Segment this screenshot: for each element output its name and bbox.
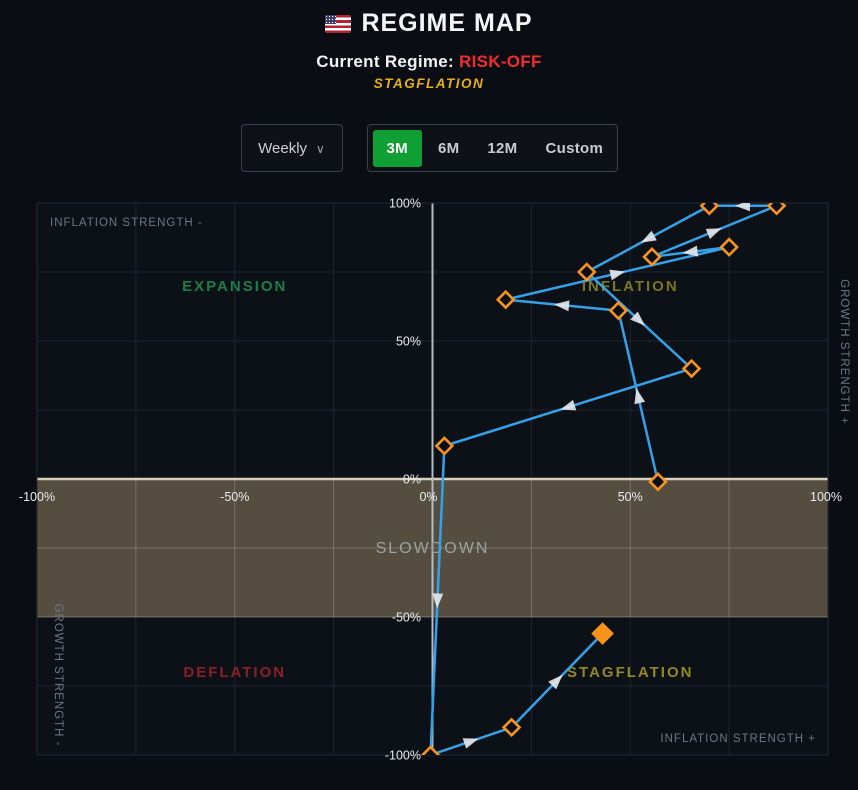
week-point-marker <box>576 262 597 282</box>
week-point-marker <box>434 436 455 456</box>
y-tick--100%: -100% <box>385 749 421 763</box>
direction-arrow-icon <box>548 674 563 690</box>
direction-arrow-icon <box>630 311 646 326</box>
range-button-6m[interactable]: 6M <box>426 130 471 167</box>
quadrant-label-expansion: EXPANSION <box>182 278 287 295</box>
range-button-group: 3M 6M 12M Custom <box>366 124 618 172</box>
week-point-marker <box>642 247 662 267</box>
frequency-dropdown[interactable]: Weekly ∨ <box>240 124 343 172</box>
us-flag-icon <box>325 14 352 33</box>
page-title: REGIME MAP <box>0 9 858 38</box>
week-point-marker <box>608 300 629 321</box>
direction-arrow-icon <box>609 269 626 281</box>
direction-arrow-icon <box>554 300 570 312</box>
current-regime-line: Current Regime: RISK-OFF <box>0 52 858 72</box>
range-button-custom[interactable]: Custom <box>533 130 615 167</box>
band-label-slowdown: SLOWDOWN <box>376 540 490 557</box>
x-tick-0%: 0% <box>419 490 437 504</box>
direction-arrow-icon <box>462 738 479 749</box>
quadrant-label-deflation: DEFLATION <box>183 664 286 681</box>
week-point-marker <box>719 237 739 257</box>
sub-regime-label: STAGFLATION <box>373 76 485 91</box>
axis-label-top-left: INFLATION STRENGTH - <box>50 217 203 229</box>
axis-label-right-top: GROWTH STRENGTH + <box>838 279 850 425</box>
x-tick-100%: 100% <box>810 490 842 504</box>
week-point-marker <box>501 717 522 738</box>
week-point-marker <box>648 472 668 492</box>
axis-label-bottom-right: INFLATION STRENGTH + <box>660 733 816 745</box>
direction-arrow-icon <box>432 593 444 609</box>
direction-arrow-icon <box>634 388 646 405</box>
week-point-marker <box>420 745 441 755</box>
y-tick-50%: 50% <box>396 335 421 349</box>
quadrant-label-stagflation: STAGFLATION <box>567 664 693 681</box>
x-tick--100%: -100% <box>19 490 55 504</box>
x-tick-50%: 50% <box>618 490 643 504</box>
header: REGIME MAP Current Regime: RISK-OFF STAG… <box>0 0 858 91</box>
week-point-marker <box>766 203 787 216</box>
direction-arrow-icon <box>705 228 722 240</box>
trajectory-series <box>420 203 787 755</box>
direction-arrow-icon <box>560 399 577 411</box>
controls-bar: Weekly ∨ 3M 6M 12M Custom <box>0 124 858 172</box>
y-tick-0%: 0% <box>403 473 421 487</box>
direction-arrow-icon <box>641 230 657 243</box>
y-tick--50%: -50% <box>392 611 421 625</box>
current-regime-value: RISK-OFF <box>459 52 542 71</box>
frequency-dropdown-value: Weekly <box>258 139 308 157</box>
chevron-down-icon: ∨ <box>316 142 325 156</box>
week-point-marker <box>681 358 702 379</box>
week-point-marker <box>495 289 516 310</box>
direction-arrow-icon <box>682 245 699 257</box>
range-button-3m[interactable]: 3M <box>372 129 422 167</box>
week-point-marker <box>699 203 720 216</box>
range-button-12m[interactable]: 12M <box>475 130 529 167</box>
direction-arrow-icon <box>734 203 750 212</box>
axis-label-left-bottom: GROWTH STRENGTH - <box>52 604 64 747</box>
x-tick--50%: -50% <box>220 490 249 504</box>
current-regime-label: Current Regime: <box>316 52 454 71</box>
app-title-text: REGIME MAP <box>361 9 533 37</box>
y-tick-100%: 100% <box>389 197 421 211</box>
